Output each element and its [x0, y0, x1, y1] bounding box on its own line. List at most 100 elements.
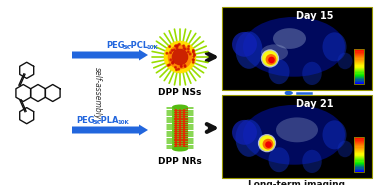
Circle shape: [265, 141, 272, 148]
Bar: [172, 107, 188, 149]
Circle shape: [183, 113, 184, 114]
Bar: [354, 78, 364, 79]
Bar: [354, 76, 364, 77]
Circle shape: [184, 65, 186, 66]
Bar: [354, 139, 364, 141]
Ellipse shape: [273, 28, 306, 49]
Circle shape: [175, 132, 177, 133]
Circle shape: [178, 68, 180, 70]
Ellipse shape: [243, 105, 345, 165]
Circle shape: [175, 113, 177, 114]
Circle shape: [177, 46, 178, 47]
Bar: [354, 158, 364, 159]
Circle shape: [183, 132, 184, 133]
Bar: [354, 153, 364, 155]
Circle shape: [175, 147, 177, 149]
Bar: [354, 77, 364, 78]
Circle shape: [183, 138, 184, 139]
Bar: [354, 49, 364, 50]
Text: -PLA: -PLA: [98, 116, 119, 125]
Text: DPP NRs: DPP NRs: [158, 157, 202, 166]
Circle shape: [183, 115, 184, 116]
Circle shape: [183, 144, 184, 145]
Bar: [354, 79, 364, 80]
Circle shape: [170, 59, 172, 60]
Circle shape: [180, 132, 181, 133]
Circle shape: [180, 126, 181, 128]
Circle shape: [180, 142, 181, 143]
Bar: [354, 170, 364, 171]
Bar: [354, 58, 364, 60]
Bar: [354, 148, 364, 149]
Ellipse shape: [302, 150, 322, 173]
Circle shape: [172, 61, 174, 63]
Circle shape: [180, 128, 181, 130]
Bar: [354, 53, 364, 54]
Circle shape: [183, 123, 184, 124]
Ellipse shape: [235, 120, 262, 157]
Circle shape: [175, 123, 177, 124]
Circle shape: [183, 140, 184, 141]
Ellipse shape: [243, 17, 345, 77]
Circle shape: [180, 107, 181, 109]
Circle shape: [268, 57, 275, 63]
Circle shape: [175, 136, 177, 137]
Circle shape: [194, 54, 195, 56]
Bar: [354, 142, 364, 143]
Circle shape: [187, 51, 189, 53]
Text: -PCL: -PCL: [128, 41, 149, 50]
Circle shape: [180, 65, 182, 67]
Circle shape: [169, 64, 170, 65]
Text: 10K: 10K: [117, 120, 129, 125]
Text: PEG: PEG: [76, 116, 94, 125]
Circle shape: [175, 146, 177, 147]
Circle shape: [189, 53, 191, 55]
Bar: [354, 56, 364, 57]
Circle shape: [261, 49, 279, 68]
Circle shape: [183, 134, 184, 135]
Ellipse shape: [172, 147, 188, 152]
Circle shape: [183, 146, 184, 147]
Text: 5K: 5K: [93, 120, 101, 125]
Circle shape: [172, 62, 174, 64]
Circle shape: [183, 121, 184, 122]
Circle shape: [184, 66, 186, 67]
Bar: [222, 7, 372, 90]
Text: 10K: 10K: [146, 45, 158, 50]
Bar: [354, 75, 364, 76]
Circle shape: [180, 121, 181, 122]
Bar: [354, 169, 364, 170]
Circle shape: [175, 121, 177, 122]
Bar: [354, 155, 364, 156]
Bar: [354, 171, 364, 172]
Circle shape: [164, 41, 195, 73]
Circle shape: [184, 48, 186, 50]
Circle shape: [175, 45, 177, 47]
Circle shape: [180, 113, 181, 114]
Circle shape: [180, 138, 181, 139]
Circle shape: [180, 123, 181, 124]
Bar: [354, 71, 364, 72]
Bar: [354, 54, 364, 55]
Circle shape: [175, 126, 177, 128]
Circle shape: [180, 111, 181, 112]
Circle shape: [183, 147, 184, 149]
Bar: [354, 157, 364, 158]
Bar: [354, 151, 364, 152]
Circle shape: [192, 49, 194, 51]
Bar: [354, 156, 364, 157]
Bar: [354, 82, 364, 83]
Bar: [354, 64, 364, 65]
Bar: [354, 49, 364, 84]
Ellipse shape: [235, 31, 262, 69]
Bar: [354, 50, 364, 51]
Text: Day 21: Day 21: [296, 99, 334, 109]
Bar: [354, 149, 364, 150]
Bar: [354, 72, 364, 74]
Circle shape: [181, 66, 182, 67]
Text: PEG: PEG: [106, 41, 125, 50]
Circle shape: [183, 48, 185, 49]
Ellipse shape: [172, 105, 188, 110]
Bar: [354, 167, 364, 169]
Ellipse shape: [322, 32, 347, 61]
